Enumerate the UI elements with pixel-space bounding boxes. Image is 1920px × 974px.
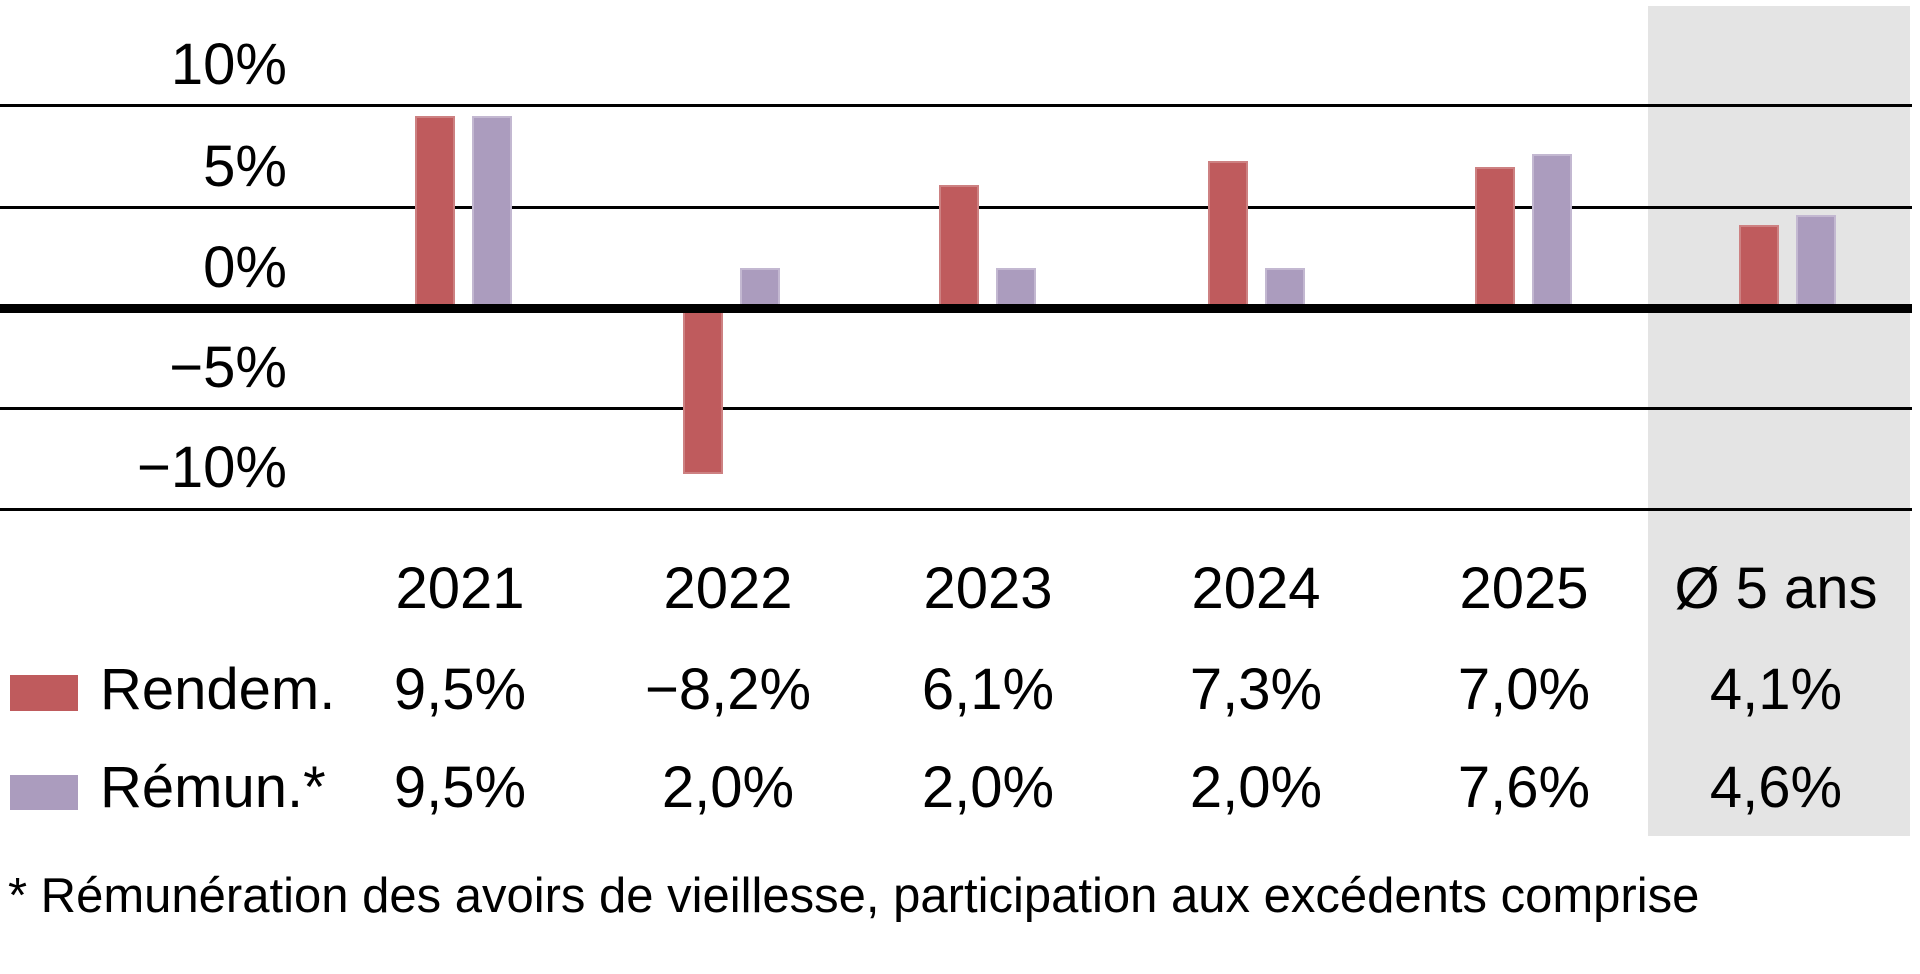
- y-tick-5pct: 5%: [203, 134, 287, 199]
- rendement-value-2024: 7,3%: [1189, 657, 1323, 722]
- column-header-2021: 2021: [395, 556, 525, 621]
- bar-rendement-avg: [1739, 225, 1779, 308]
- gridline-minus10pct: [0, 508, 1912, 511]
- column-header-average: Ø 5 ans: [1674, 556, 1878, 621]
- bar-remuneration-2022: [740, 267, 780, 308]
- legend-label-rendement: Rendem.: [100, 657, 336, 722]
- remuneration-value-2024: 2,0%: [1189, 755, 1323, 820]
- remuneration-value-2022: 2,0%: [661, 755, 795, 820]
- y-tick-minus10pct: −10%: [137, 435, 287, 500]
- column-header-2024: 2024: [1191, 556, 1321, 621]
- legend-swatch-remuneration: [10, 775, 78, 810]
- zero-axis-line: [0, 304, 1912, 313]
- legend-label-remuneration: Rémun.*: [100, 755, 326, 820]
- rendement-value-2022: −8,2%: [644, 657, 812, 722]
- rendement-value-2021: 9,5%: [393, 657, 527, 722]
- rendement-value-average: 4,1%: [1709, 657, 1843, 722]
- bar-rendement-2021: [415, 116, 455, 308]
- bar-remuneration-2024: [1265, 267, 1305, 308]
- bar-remuneration-2021: [472, 116, 512, 308]
- gridline-10pct: [0, 104, 1912, 107]
- rendement-value-2025: 7,0%: [1457, 657, 1591, 722]
- remuneration-value-2023: 2,0%: [921, 755, 1055, 820]
- bar-rendement-2023: [939, 184, 979, 308]
- gridline-minus5pct: [0, 407, 1912, 410]
- legend-swatch-rendement: [10, 675, 78, 711]
- y-tick-10pct: 10%: [170, 32, 287, 97]
- y-tick-minus5pct: −5%: [169, 335, 287, 400]
- bar-remuneration-avg: [1796, 215, 1836, 308]
- remuneration-value-average: 4,6%: [1709, 755, 1843, 820]
- column-header-2022: 2022: [663, 556, 793, 621]
- column-header-2023: 2023: [923, 556, 1053, 621]
- bar-rendement-2025: [1475, 166, 1515, 308]
- remuneration-value-2021: 9,5%: [393, 755, 527, 820]
- bar-remuneration-2025: [1532, 154, 1572, 308]
- rendement-value-2023: 6,1%: [921, 657, 1055, 722]
- footnote-text: * Rémunération des avoirs de vieillesse,…: [8, 869, 1700, 923]
- bar-rendement-2024: [1208, 160, 1248, 308]
- column-header-2025: 2025: [1459, 556, 1589, 621]
- remuneration-value-2025: 7,6%: [1457, 755, 1591, 820]
- bar-remuneration-2023: [996, 267, 1036, 308]
- average-column-highlight-band: [1648, 6, 1910, 836]
- y-tick-0pct: 0%: [203, 235, 287, 300]
- bar-rendement-2022: [683, 308, 723, 474]
